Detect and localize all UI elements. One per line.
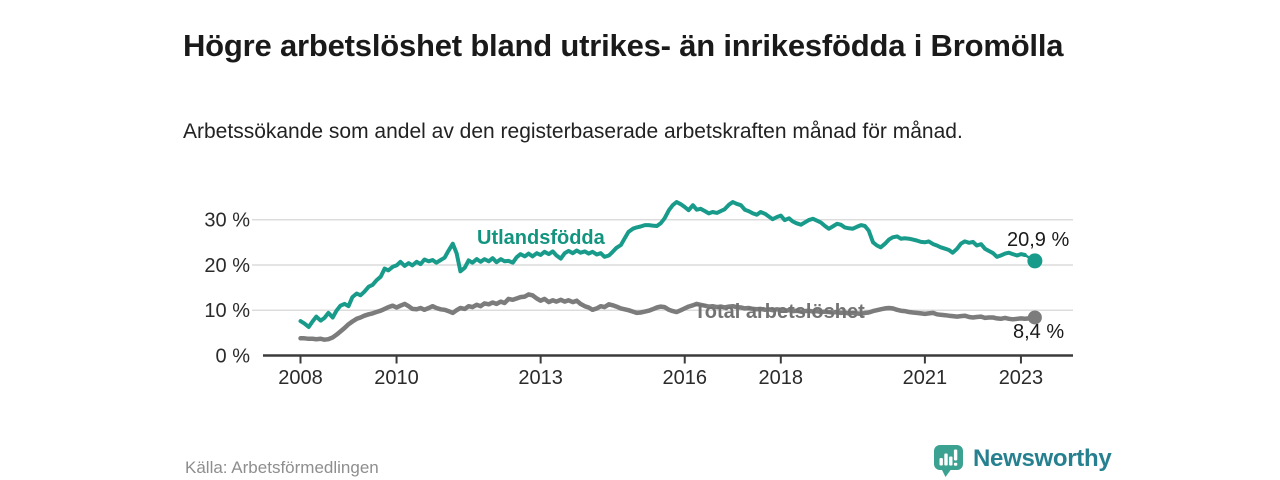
x-axis-tick-label: 2021 [903,367,948,389]
source-note: Källa: Arbetsförmedlingen [185,458,379,477]
series-label-total-arbetsloshet: Total arbetslöshet [694,301,865,323]
x-axis-tick-label: 2008 [278,367,323,389]
series-label-utlandsfodda: Utlandsfödda [477,227,605,249]
series-end-dot-0 [1027,253,1043,269]
series-line-0 [298,200,1027,329]
x-axis-tick-label: 2018 [759,367,804,389]
end-value-label-utlandsfodda: 20,9 % [1007,229,1070,251]
x-axis-tick-label: 2013 [518,367,563,389]
brand-name: Newsworthy [973,445,1112,472]
y-axis-tick-label: 10 % [204,300,250,322]
x-axis-tick-label: 2016 [662,367,707,389]
series-end-dot-1 [1027,310,1042,325]
end-value-label-total: 8,4 % [1013,321,1065,343]
y-axis-tick-label: 0 % [216,346,251,368]
y-axis-tick-label: 30 % [204,210,250,232]
newsworthy-logo-icon [934,445,963,477]
page-subtitle: Arbetssökande som andel av den registerb… [183,120,963,143]
series-line-1 [298,292,1032,342]
page-title: Högre arbetslöshet bland utrikes- än inr… [183,27,1064,63]
y-axis-tick-label: 20 % [204,255,250,277]
x-axis-tick-label: 2010 [374,367,419,389]
x-axis-tick-label: 2023 [999,367,1044,389]
